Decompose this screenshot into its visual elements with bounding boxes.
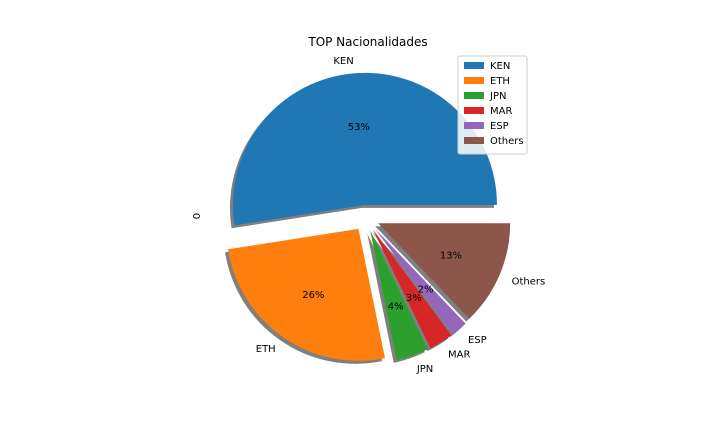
- legend-label-mar: MAR: [490, 106, 512, 117]
- y-axis-label: 0: [192, 213, 203, 219]
- pie-slice-ken: [232, 72, 497, 226]
- slice-label-eth: ETH: [256, 344, 276, 355]
- chart-title: TOP Nacionalidades: [307, 35, 427, 49]
- legend-label-esp: ESP: [490, 121, 509, 132]
- pie-slices: [228, 72, 511, 361]
- legend-swatch-others: [464, 137, 484, 144]
- slice-percent-ken: 53%: [348, 122, 370, 133]
- slice-percent-esp: 2%: [418, 285, 434, 296]
- legend-label-eth: ETH: [490, 76, 510, 87]
- slice-percent-jpn: 4%: [388, 302, 404, 313]
- legend: KEN ETH JPN MAR ESP Others: [457, 55, 528, 155]
- pie-slice-mar: [372, 229, 452, 349]
- legend-swatch-esp: [464, 122, 484, 129]
- legend-swatch-jpn: [464, 92, 484, 99]
- pie-slice-eth: [228, 228, 385, 361]
- legend-swatch-mar: [464, 107, 484, 114]
- slice-label-jpn: JPN: [416, 364, 433, 375]
- slice-label-mar: MAR: [448, 350, 470, 361]
- pie-slice-jpn: [370, 230, 428, 360]
- slice-label-others: Others: [512, 276, 546, 287]
- slice-percent-eth: 26%: [302, 290, 324, 301]
- legend-swatch-ken: [464, 62, 484, 69]
- pie-slice-others: [378, 223, 511, 319]
- legend-swatch-eth: [464, 77, 484, 84]
- legend-label-others: Others: [490, 136, 524, 147]
- legend-label-jpn: JPN: [489, 91, 506, 102]
- slice-percent-others: 13%: [440, 250, 462, 261]
- slice-label-esp: ESP: [468, 335, 487, 346]
- slice-percent-mar: 3%: [406, 293, 422, 304]
- slice-label-ken: KEN: [333, 56, 353, 67]
- pie-labels: KEN 53% ETH 26% JPN 4% MAR 3% ESP 2% Others 13%: [256, 56, 545, 375]
- legend-label-ken: KEN: [490, 61, 510, 72]
- pie-slice-esp: [374, 228, 466, 335]
